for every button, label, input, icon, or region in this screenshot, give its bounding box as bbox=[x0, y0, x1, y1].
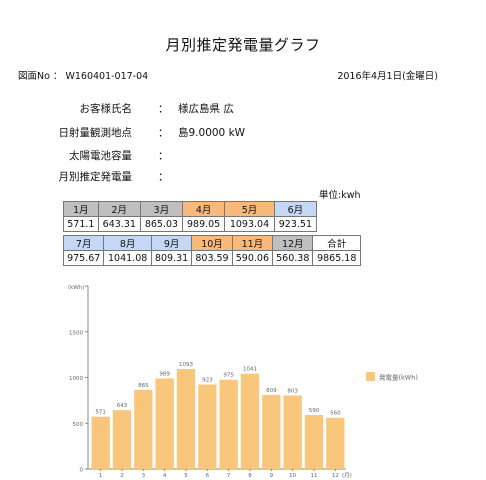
bar-data-label: 809 bbox=[266, 388, 277, 394]
x-tick-label: 1 bbox=[99, 473, 103, 479]
month-value: 560.38 bbox=[272, 250, 314, 266]
bar-2 bbox=[112, 410, 132, 469]
bar-6 bbox=[198, 384, 217, 469]
month-header: 10月 bbox=[191, 235, 233, 251]
month-value: 643.31 bbox=[97, 216, 141, 232]
month-value: 989.05 bbox=[182, 216, 226, 232]
info-label: お客様氏名 bbox=[79, 103, 133, 115]
document-date: 2016年4月1日(金曜日) bbox=[337, 71, 438, 82]
y-tick-label: 1500 bbox=[69, 330, 83, 336]
bar-8 bbox=[240, 373, 260, 469]
total-header: 合計 bbox=[312, 235, 361, 251]
month-header: 9月 bbox=[150, 235, 193, 251]
month-header: 4月 bbox=[182, 201, 226, 217]
info-colon: ： bbox=[158, 171, 169, 183]
info-label: 太陽電池容量 bbox=[69, 150, 132, 162]
monthly-table-first-half: 1月 2月 3月 4月 5月 6月 571.1 643.31 865.03 98… bbox=[63, 201, 318, 232]
x-tick-label: 11 bbox=[311, 473, 318, 479]
x-tick-label: 4 bbox=[163, 473, 167, 479]
bar-1 bbox=[91, 416, 110, 469]
bar-data-label: 923 bbox=[202, 377, 213, 383]
bar-data-label: 571 bbox=[95, 410, 106, 416]
month-header: 2月 bbox=[97, 201, 141, 217]
month-value: 590.06 bbox=[231, 250, 274, 266]
info-value: 様広島県 広 bbox=[178, 103, 234, 115]
month-value: 975.67 bbox=[62, 250, 105, 266]
y-tick-label: 1000 bbox=[69, 376, 83, 382]
x-tick-label: 8 bbox=[248, 473, 252, 479]
bar-data-label: 975 bbox=[223, 373, 234, 379]
month-value: 803.59 bbox=[191, 250, 233, 266]
total-value: 9865.18 bbox=[312, 250, 361, 266]
month-header: 1月 bbox=[63, 201, 99, 217]
x-tick-label: 5 bbox=[184, 473, 188, 479]
bar-data-label: 803 bbox=[287, 388, 298, 394]
bar-data-label: 590 bbox=[309, 408, 320, 414]
month-header: 5月 bbox=[224, 201, 275, 217]
month-value: 571.1 bbox=[63, 216, 99, 232]
month-header: 8月 bbox=[103, 235, 152, 251]
month-header: 3月 bbox=[139, 201, 184, 217]
bar-12 bbox=[326, 417, 345, 469]
y-tick-label: 0 bbox=[80, 468, 84, 474]
month-value: 865.03 bbox=[139, 216, 184, 232]
bar-data-label: 989 bbox=[159, 372, 170, 378]
x-tick-label: 10 bbox=[289, 473, 296, 479]
bar-data-label: 1093 bbox=[179, 362, 193, 368]
month-value: 1093.04 bbox=[224, 216, 275, 232]
legend-label: 発電量(kWh) bbox=[379, 373, 418, 382]
bar-data-label: 560 bbox=[330, 411, 341, 417]
bar-data-label: 643 bbox=[117, 403, 128, 409]
monthly-table-second-half: 7月 8月 9月 10月 11月 12月 合計 975.67 1041.08 8… bbox=[62, 235, 361, 266]
x-tick-label: 6 bbox=[206, 473, 210, 479]
bar-11 bbox=[304, 415, 324, 469]
month-header: 11月 bbox=[231, 235, 274, 251]
document-number: 図面No ： W160401-017-04 bbox=[18, 71, 149, 82]
bar-data-label: 865 bbox=[138, 383, 149, 389]
x-tick-label: 9 bbox=[270, 473, 274, 479]
bar-3 bbox=[134, 389, 153, 469]
x-tick-label: 12 bbox=[332, 473, 339, 479]
x-tick-label: 7 bbox=[227, 473, 231, 479]
info-colon: ： bbox=[158, 150, 169, 162]
month-header: 6月 bbox=[273, 201, 318, 217]
info-colon: ： bbox=[158, 103, 169, 115]
info-colon: ： bbox=[158, 127, 169, 139]
month-value: 923.51 bbox=[273, 216, 318, 232]
legend-swatch bbox=[366, 372, 375, 381]
monthly-generation-chart: 0 500 1000 1500 (kWh) 571 1 643 2 865 3 989 4 1093 5 92… bbox=[68, 285, 418, 479]
x-tick-label: 3 bbox=[142, 473, 146, 479]
y-tick-label: 500 bbox=[73, 422, 84, 428]
month-header: 12月 bbox=[272, 235, 314, 251]
bar-9 bbox=[262, 394, 281, 469]
bar-4 bbox=[155, 378, 174, 469]
month-value: 809.31 bbox=[150, 250, 193, 266]
unit-label: 単位:kwh bbox=[319, 190, 361, 201]
y-axis-label: (kWh) bbox=[68, 285, 84, 291]
x-axis-label: (月) bbox=[342, 472, 352, 479]
month-header: 7月 bbox=[62, 235, 105, 251]
bar-10 bbox=[283, 395, 302, 469]
page-title: 月別推定発電量グラフ bbox=[165, 36, 321, 54]
info-label: 日射量観測地点 bbox=[58, 127, 133, 139]
x-tick-label: 2 bbox=[120, 473, 124, 479]
bar-7 bbox=[219, 379, 238, 469]
bar-5 bbox=[176, 368, 196, 469]
bar-data-label: 1041 bbox=[243, 367, 257, 373]
info-value: 島9.0000 kW bbox=[178, 127, 246, 139]
month-value: 1041.08 bbox=[103, 250, 152, 266]
info-label: 月別推定発電量 bbox=[58, 171, 133, 183]
